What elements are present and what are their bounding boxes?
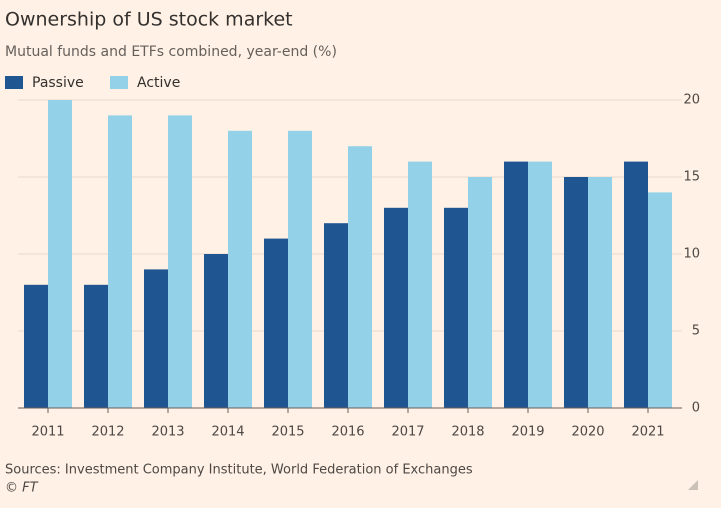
x-tick-label: 2020 [571, 425, 604, 440]
x-tick-label: 2021 [631, 425, 664, 440]
y-tick-label: 5 [692, 324, 700, 339]
y-tick-label: 20 [683, 93, 700, 108]
bar [24, 284, 48, 408]
y-tick-label: 15 [683, 170, 700, 185]
source: Sources: Investment Company Institute, W… [5, 463, 473, 478]
chart-title: Ownership of US stock market [5, 9, 293, 31]
x-tick-label: 2016 [331, 425, 364, 440]
bar [504, 161, 528, 408]
bar [564, 177, 588, 408]
bar [624, 161, 648, 408]
legend-label: Active [137, 75, 180, 91]
bar [204, 254, 228, 408]
x-tick-label: 2019 [511, 425, 544, 440]
bar [108, 115, 132, 409]
chart-subtitle: Mutual funds and ETFs combined, year-end… [5, 44, 337, 60]
legend-swatch [110, 76, 128, 89]
bar [264, 238, 288, 408]
resize-icon [688, 480, 698, 490]
legend-label: Passive [32, 75, 84, 91]
bar [444, 207, 468, 408]
x-tick-label: 2014 [211, 425, 244, 440]
x-tick-label: 2011 [31, 425, 64, 440]
bar [84, 284, 108, 408]
bar [588, 177, 612, 408]
bar [144, 269, 168, 408]
bar [384, 207, 408, 408]
bar [288, 130, 312, 409]
x-tick-label: 2017 [391, 425, 424, 440]
bar [648, 192, 672, 408]
bar [324, 223, 348, 408]
x-tick-label: 2012 [91, 425, 124, 440]
y-tick-label: 10 [683, 247, 700, 262]
bar [348, 146, 372, 408]
bar [468, 177, 492, 408]
x-tick-label: 2018 [451, 425, 484, 440]
bar [528, 161, 552, 408]
x-tick-label: 2015 [271, 425, 304, 440]
bar [228, 130, 252, 409]
credit: © FT [5, 481, 39, 496]
legend-swatch [5, 76, 23, 89]
bar [48, 100, 72, 408]
y-tick-label: 0 [692, 401, 700, 416]
bar [168, 115, 192, 409]
x-tick-label: 2013 [151, 425, 184, 440]
bar [408, 161, 432, 408]
